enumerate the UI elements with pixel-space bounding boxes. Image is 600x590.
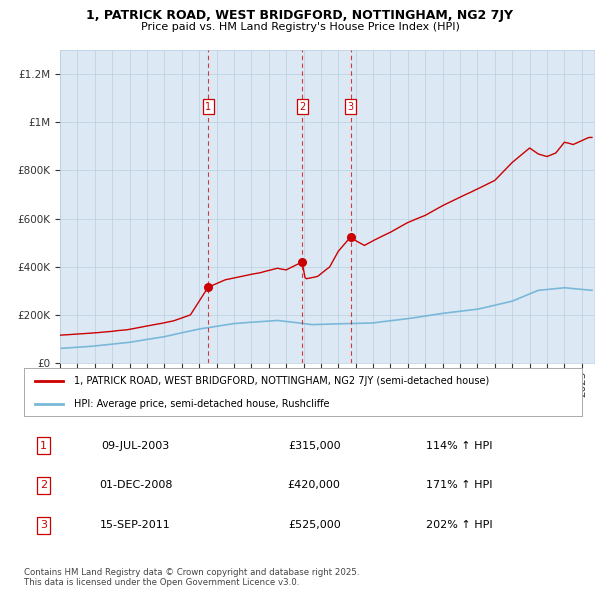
Text: 171% ↑ HPI: 171% ↑ HPI xyxy=(426,480,493,490)
Text: Price paid vs. HM Land Registry's House Price Index (HPI): Price paid vs. HM Land Registry's House … xyxy=(140,22,460,32)
Text: £420,000: £420,000 xyxy=(288,480,341,490)
Text: 1, PATRICK ROAD, WEST BRIDGFORD, NOTTINGHAM, NG2 7JY: 1, PATRICK ROAD, WEST BRIDGFORD, NOTTING… xyxy=(86,9,514,22)
Text: 1: 1 xyxy=(205,101,211,112)
Text: 01-DEC-2008: 01-DEC-2008 xyxy=(99,480,172,490)
Text: 1, PATRICK ROAD, WEST BRIDGFORD, NOTTINGHAM, NG2 7JY (semi-detached house): 1, PATRICK ROAD, WEST BRIDGFORD, NOTTING… xyxy=(74,376,490,386)
Text: 202% ↑ HPI: 202% ↑ HPI xyxy=(426,520,493,530)
Text: 09-JUL-2003: 09-JUL-2003 xyxy=(101,441,170,451)
Text: HPI: Average price, semi-detached house, Rushcliffe: HPI: Average price, semi-detached house,… xyxy=(74,399,330,409)
Text: £525,000: £525,000 xyxy=(288,520,341,530)
Text: Contains HM Land Registry data © Crown copyright and database right 2025.
This d: Contains HM Land Registry data © Crown c… xyxy=(24,568,359,587)
Text: 2: 2 xyxy=(299,101,305,112)
Text: £315,000: £315,000 xyxy=(288,441,340,451)
Text: 3: 3 xyxy=(40,520,47,530)
Text: 1: 1 xyxy=(40,441,47,451)
Text: 15-SEP-2011: 15-SEP-2011 xyxy=(100,520,171,530)
Text: 3: 3 xyxy=(347,101,354,112)
Text: 2: 2 xyxy=(40,480,47,490)
Text: 114% ↑ HPI: 114% ↑ HPI xyxy=(426,441,493,451)
